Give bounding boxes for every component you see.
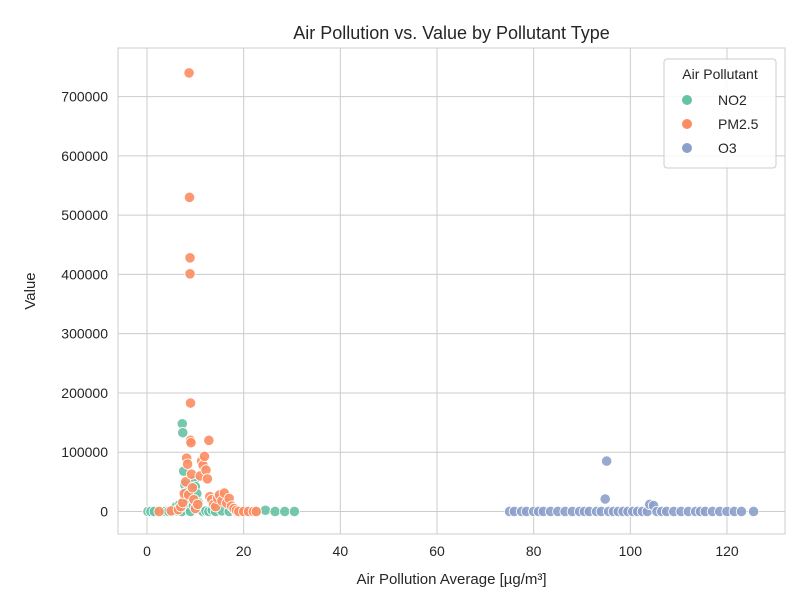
data-point <box>182 458 194 470</box>
legend-marker <box>682 119 692 129</box>
data-point <box>735 505 748 518</box>
data-point <box>269 505 281 518</box>
data-point <box>184 397 197 409</box>
y-tick-label: 600000 <box>61 148 108 164</box>
legend-items: NO2 PM2.5 O3 <box>682 92 759 156</box>
y-tick-label: 700000 <box>61 89 108 105</box>
legend: Air Pollutant NO2 PM2.5 O3 <box>663 58 777 169</box>
data-point <box>177 427 189 439</box>
data-points <box>142 67 760 518</box>
x-tick-label: 120 <box>715 543 739 559</box>
data-point <box>279 505 291 518</box>
y-tick-label: 200000 <box>61 385 108 401</box>
data-point <box>184 252 196 264</box>
y-tick-label: 500000 <box>61 207 108 223</box>
data-point <box>185 437 197 449</box>
data-point <box>601 455 613 467</box>
y-axis-label: Value <box>22 272 39 309</box>
y-tick-label: 400000 <box>61 266 108 282</box>
legend-title: Air Pollutant <box>682 66 758 82</box>
y-tick-label: 300000 <box>61 326 108 342</box>
y-tick-label: 100000 <box>61 444 108 460</box>
data-point <box>599 493 611 505</box>
data-point <box>250 505 262 518</box>
x-axis-label: Air Pollution Average [µg/m³] <box>356 571 546 588</box>
data-point <box>288 505 301 518</box>
x-tick-label: 100 <box>619 543 643 559</box>
data-point <box>183 67 195 79</box>
data-point <box>192 498 204 510</box>
series-o3 <box>503 455 760 518</box>
data-point <box>186 482 199 494</box>
data-point <box>183 191 196 203</box>
series-pm2-5 <box>153 67 262 518</box>
y-tick-label: 0 <box>100 503 108 519</box>
x-tick-label: 20 <box>236 543 252 559</box>
legend-label: O3 <box>718 140 737 156</box>
legend-marker <box>682 143 692 153</box>
data-point <box>184 268 196 280</box>
x-tick-label: 80 <box>526 543 542 559</box>
x-tick-label: 40 <box>333 543 349 559</box>
legend-marker <box>682 95 692 105</box>
data-point <box>203 434 215 446</box>
legend-label: PM2.5 <box>718 116 759 132</box>
x-tick-label: 60 <box>429 543 445 559</box>
x-tick-label: 0 <box>143 543 151 559</box>
data-point <box>153 505 165 518</box>
x-axis-ticks: 0 20 40 60 80 100 120 <box>143 543 739 559</box>
chart-title: Air Pollution vs. Value by Pollutant Typ… <box>293 23 610 43</box>
legend-label: NO2 <box>718 92 747 108</box>
data-point <box>747 505 760 518</box>
data-point <box>259 504 272 516</box>
data-point <box>201 473 214 485</box>
legend-box <box>663 58 777 169</box>
y-axis-ticks: 0 100000 200000 300000 400000 500000 600000 700… <box>61 89 108 520</box>
data-point <box>198 450 211 462</box>
